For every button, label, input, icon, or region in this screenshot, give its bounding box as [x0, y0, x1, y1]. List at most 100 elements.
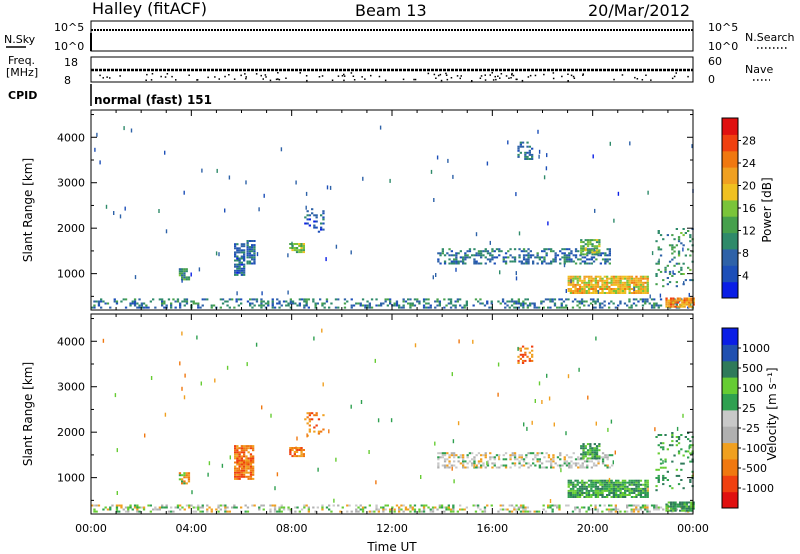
heatmap-cell	[549, 504, 552, 507]
heatmap-cell	[234, 255, 237, 258]
heatmap-cell	[497, 300, 500, 303]
heatmap-cell	[646, 285, 649, 288]
heatmap-cell	[646, 508, 649, 511]
heatmap-cell	[610, 481, 613, 484]
heatmap-cell	[438, 300, 441, 303]
heatmap-cell	[522, 248, 526, 251]
heatmap-cell	[534, 454, 537, 457]
heatmap-cell	[682, 273, 685, 275]
heatmap-cell	[413, 510, 417, 513]
heatmap-cell	[599, 288, 602, 290]
heatmap-cell	[234, 455, 237, 458]
heatmap-cell	[659, 458, 663, 461]
heatmap-cell	[332, 504, 335, 507]
heatmap-cell	[183, 272, 186, 275]
heatmap-cell	[583, 460, 587, 463]
heatmap-cell	[657, 246, 660, 249]
heatmap-cell	[474, 510, 478, 513]
heatmap-cell	[377, 508, 380, 511]
heatmap-cell	[619, 481, 622, 484]
heatmap-cell	[263, 193, 265, 198]
heatmap-cell	[540, 302, 543, 305]
heatmap-cell	[531, 420, 533, 425]
heatmap-cell	[296, 304, 299, 307]
heatmap-cell	[619, 510, 622, 513]
heatmap-cell	[513, 300, 516, 303]
colorbar-tick-label: 8	[742, 247, 749, 260]
heatmap-cell	[637, 481, 640, 484]
heatmap-cell	[438, 504, 441, 507]
heatmap-cell	[115, 506, 119, 509]
heatmap-cell	[526, 426, 528, 431]
heatmap-cell	[206, 504, 209, 507]
heatmap-cell	[584, 445, 587, 448]
heatmap-cell	[407, 508, 410, 511]
heatmap-cell	[389, 300, 392, 303]
heatmap-cell	[578, 492, 582, 494]
heatmap-cell	[610, 300, 613, 303]
heatmap-cell	[687, 432, 690, 434]
heatmap-cell	[532, 462, 535, 465]
heatmap-cell	[308, 414, 311, 417]
heatmap-cell	[185, 278, 188, 281]
heatmap-cell	[599, 494, 602, 496]
heatmap-cell	[441, 250, 444, 253]
heatmap-cell	[248, 250, 252, 253]
heatmap-cell	[657, 474, 660, 477]
heatmap-cell	[462, 458, 465, 461]
nave-dot	[634, 76, 636, 79]
heatmap-cell	[581, 494, 584, 496]
heatmap-cell	[407, 302, 410, 305]
heatmap-cell	[455, 254, 458, 257]
heatmap-cell	[436, 155, 439, 160]
heatmap-cell	[517, 153, 520, 156]
heatmap-cell	[608, 454, 611, 457]
heatmap-cell	[576, 496, 579, 498]
heatmap-cell	[384, 300, 387, 303]
heatmap-cell	[498, 466, 501, 469]
heatmap-cell	[495, 454, 499, 457]
heatmap-cell	[475, 262, 478, 265]
heatmap-cell	[668, 485, 672, 488]
heatmap-cell	[199, 510, 202, 513]
heatmap-cell	[664, 268, 667, 271]
heatmap-cell	[608, 508, 611, 511]
heatmap-cell	[293, 447, 296, 449]
heatmap-cell	[608, 504, 611, 507]
heatmap-cell	[320, 214, 323, 217]
heatmap-cell	[183, 298, 186, 301]
heatmap-cell	[561, 464, 564, 467]
colorbar-swatch	[722, 442, 738, 460]
heatmap-cell	[684, 232, 687, 234]
heatmap-cell	[549, 300, 552, 303]
heatmap-cell	[595, 258, 598, 261]
colorbar-tick-label: 500	[742, 362, 763, 375]
heatmap-cell	[590, 283, 593, 286]
heatmap-cell	[655, 275, 658, 277]
heatmap-cell	[531, 147, 534, 150]
heatmap-cell	[583, 260, 587, 263]
heatmap-cell	[586, 243, 590, 246]
heatmap-cell	[572, 489, 575, 492]
heatmap-cell	[565, 454, 569, 457]
heatmap-cell	[531, 153, 534, 156]
heatmap-cell	[628, 300, 631, 303]
heatmap-cell	[307, 508, 310, 511]
heatmap-cell	[240, 298, 243, 301]
heatmap-cell	[116, 448, 118, 453]
heatmap-cell	[579, 464, 582, 467]
heatmap-cell	[567, 277, 570, 280]
heatmap-cell	[664, 458, 667, 461]
heatmap-cell	[253, 250, 256, 253]
heatmap-cell	[624, 292, 627, 294]
heatmap-cell	[633, 481, 636, 484]
heatmap-cell	[521, 145, 525, 148]
heatmap-cell	[552, 458, 555, 461]
heatmap-cell	[673, 256, 676, 259]
heatmap-cell	[181, 482, 184, 485]
heatmap-cell	[238, 447, 241, 450]
heatmap-cell	[688, 292, 690, 297]
heatmap-cell	[395, 504, 399, 507]
heatmap-cell	[578, 481, 582, 484]
heatmap-cell	[453, 454, 456, 457]
